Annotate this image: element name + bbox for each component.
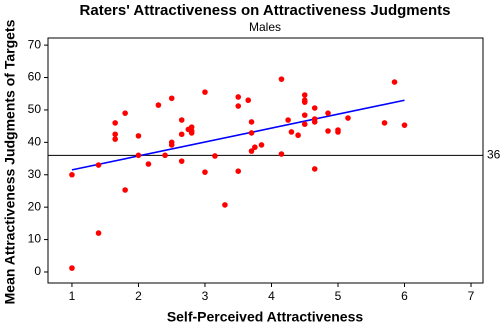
data-point <box>301 99 308 105</box>
data-point <box>178 131 185 138</box>
data-point <box>285 117 291 123</box>
x-tick-label: 4 <box>268 289 275 303</box>
data-point <box>95 230 102 236</box>
data-point <box>69 265 75 271</box>
data-point <box>135 152 142 159</box>
data-point <box>381 120 388 126</box>
y-tick-label: 70 <box>28 37 42 51</box>
reference-label: 36 <box>487 147 500 161</box>
data-point <box>325 110 331 116</box>
data-point <box>212 153 218 159</box>
data-point <box>391 79 398 85</box>
data-point <box>295 132 301 139</box>
data-point <box>122 110 128 116</box>
data-point <box>335 129 341 135</box>
data-point <box>248 119 255 125</box>
data-point <box>222 202 228 208</box>
data-point <box>301 121 308 128</box>
data-point <box>301 112 308 118</box>
data-point <box>278 151 285 157</box>
x-tick-label: 2 <box>135 289 142 303</box>
y-tick-label: 40 <box>28 135 42 149</box>
data-point <box>112 136 118 142</box>
data-point <box>311 119 318 125</box>
data-point <box>188 124 195 130</box>
data-point <box>258 142 265 148</box>
chart-title: Raters' Attractiveness on Attractiveness… <box>80 2 451 19</box>
data-point <box>122 187 128 193</box>
data-point <box>162 152 168 159</box>
data-point <box>69 171 75 178</box>
data-point <box>278 76 285 82</box>
data-point <box>235 168 242 174</box>
data-point <box>95 162 102 168</box>
x-tick-label: 3 <box>202 289 209 303</box>
data-point <box>235 103 242 109</box>
data-point <box>155 102 162 108</box>
data-point <box>252 144 258 151</box>
x-tick-label: 6 <box>401 289 408 303</box>
data-point <box>178 158 185 164</box>
data-point <box>345 115 351 121</box>
plot-frame <box>47 37 484 284</box>
data-point <box>325 128 331 134</box>
x-axis-label: Self-Perceived Attractiveness <box>167 309 364 325</box>
data-point <box>202 89 208 95</box>
data-point <box>245 97 252 104</box>
data-point <box>135 133 142 139</box>
data-point <box>202 169 208 175</box>
x-tick-label: 7 <box>468 289 475 303</box>
y-axis-label: Mean Attractiveness Judgments of Targets <box>2 19 18 304</box>
data-point <box>235 94 242 100</box>
y-tick-label: 20 <box>28 199 42 213</box>
data-point <box>112 120 118 126</box>
data-point <box>248 130 255 136</box>
y-tick-label: 0 <box>34 264 41 278</box>
x-tick-label: 5 <box>335 289 342 303</box>
y-tick-label: 10 <box>28 232 42 246</box>
x-tick-label: 1 <box>69 289 76 303</box>
data-point <box>178 117 185 123</box>
data-point <box>311 166 318 172</box>
data-point <box>112 131 118 138</box>
y-tick-label: 50 <box>28 102 42 116</box>
data-point <box>301 92 308 98</box>
y-tick-label: 30 <box>28 167 42 181</box>
regression-line <box>71 99 405 171</box>
data-point <box>311 105 318 111</box>
data-point <box>288 129 295 135</box>
data-point <box>188 130 195 136</box>
data-point <box>401 122 408 128</box>
y-tick-label: 60 <box>28 70 42 84</box>
data-point <box>168 95 175 102</box>
data-point <box>145 161 152 167</box>
data-point <box>168 142 175 148</box>
data-point <box>248 148 255 154</box>
chart-subtitle: Males <box>249 20 281 34</box>
